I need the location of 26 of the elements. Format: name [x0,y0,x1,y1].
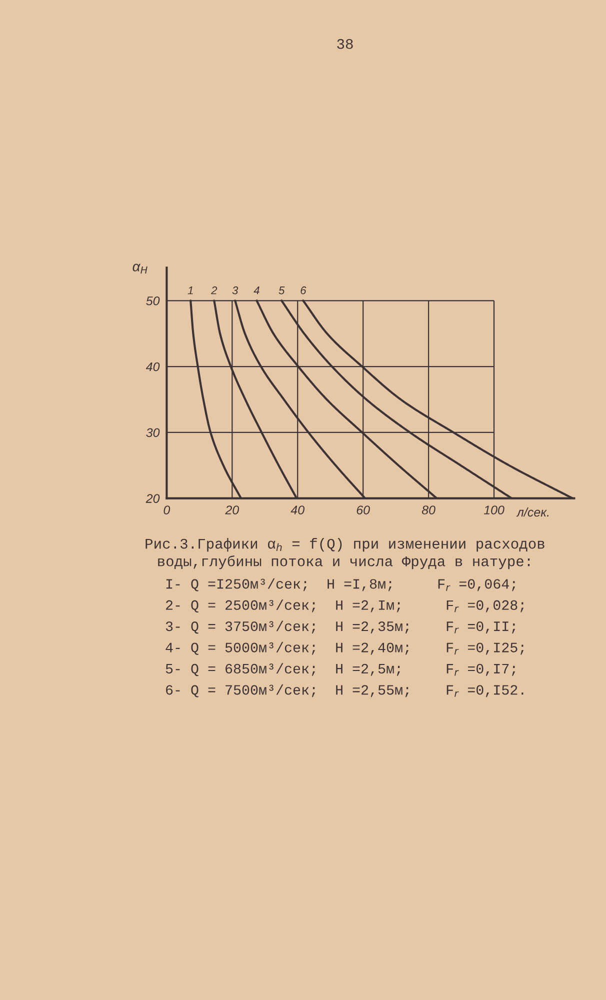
x-tick-label: 0 [164,506,170,514]
y-tick-label: 20 [146,494,160,503]
x-tick-label: 80 [422,506,436,514]
text: I- Q =I250м³/сек; H =I,8м; F$_{r}$ =0,064; [166,578,516,592]
text: 38 [337,39,353,49]
text: 4- Q = 5000м³/сек; H =2,40м; F$_{r}$ =0,I25; [166,642,524,655]
text: 2- Q = 2500м³/сек; H =2,Iм; F$_{r}$ =0,028; [166,600,524,612]
series-label: 6 [300,286,306,294]
series-label: 4 [254,286,260,294]
text: Рис.3.Графики α$_{h}$ = f(Q) при изменении расходов воды,глубины потока и числа Фруда в натуре: [146,538,544,570]
text: 3- Q = 3750м³/сек; H =2,35м; F$_{r}$ =0,II; [166,620,516,634]
x-tick-label: 40 [290,506,304,514]
y-axis-title: α$_{H}$ [132,264,148,274]
x-tick-label: 100 [484,506,504,514]
y-tick-label: 50 [146,296,160,306]
text: 6- Q = 7500м³/сек; H =2,55м; F$_{r}$ =0,I52. [166,684,524,698]
series-label: 5 [278,286,285,294]
x-tick-label: 20 [225,506,240,514]
series-label: 3 [232,286,238,294]
y-tick-label: 40 [146,362,160,372]
series-label: 1 [188,286,193,294]
y-tick-label: 30 [146,428,160,438]
x-axis-title: л/сек. [516,507,548,517]
x-tick-label: 60 [356,506,370,514]
series-label: 2 [211,286,218,294]
text: 5- Q = 6850м³/сек; H =2,5м; F$_{r}$ =0,I7; [166,663,516,676]
